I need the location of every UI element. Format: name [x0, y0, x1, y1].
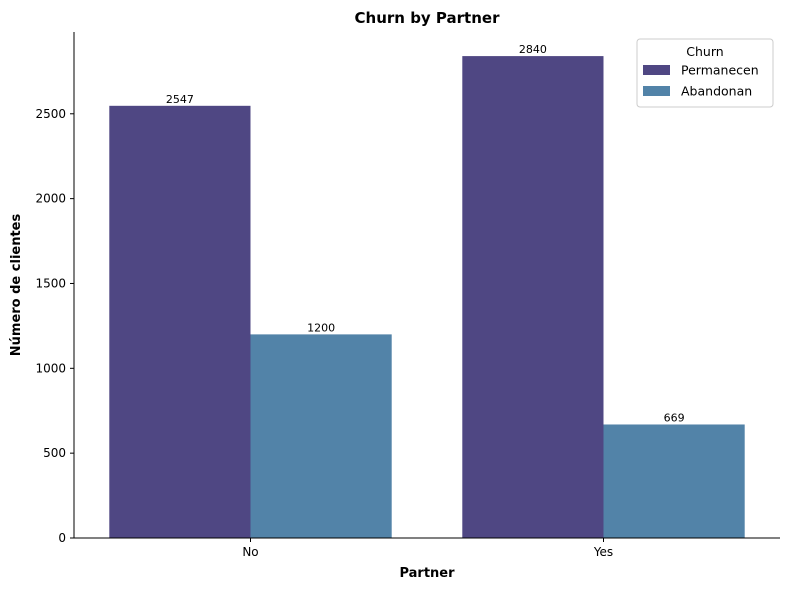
legend-items: Permanecen Abandonan — [643, 63, 759, 99]
legend-title: Churn — [686, 44, 723, 59]
x-ticks-group: No Yes — [242, 538, 613, 559]
y-tick-label: 0 — [58, 531, 66, 545]
legend-label-abandonan: Abandonan — [681, 84, 752, 99]
y-ticks-group: 0 500 1000 1500 2000 2500 — [35, 107, 74, 545]
legend-label-permanecen: Permanecen — [681, 63, 759, 78]
legend-box — [636, 38, 774, 108]
data-label-no-abandonan: 1200 — [307, 321, 335, 334]
y-axis-label: Número de clientes — [9, 214, 24, 357]
x-tick-label-yes: Yes — [593, 545, 613, 559]
bar-yes-abandonan — [603, 424, 745, 538]
data-label-yes-permanecen: 2840 — [519, 43, 547, 56]
x-axis-label: Partner — [399, 566, 455, 581]
y-tick-label: 1000 — [35, 361, 66, 375]
legend-swatch-abandonan — [643, 86, 670, 96]
data-label-yes-abandonan: 669 — [664, 411, 685, 424]
bar-no-abandonan — [250, 334, 392, 538]
y-tick-label: 1500 — [35, 276, 66, 290]
legend: Churn Permanecen Abandonan — [636, 38, 774, 108]
x-tick-label-no: No — [242, 545, 258, 559]
y-tick-label: 500 — [43, 446, 66, 460]
legend-swatch-permanecen — [643, 65, 670, 75]
bars-group — [109, 56, 745, 539]
bar-no-permanecen — [109, 105, 251, 539]
y-tick-label: 2500 — [35, 107, 66, 121]
y-tick-label: 2000 — [35, 192, 66, 206]
data-labels-group: 2547 1200 2840 669 — [166, 43, 685, 424]
chart-title: Churn by Partner — [355, 9, 501, 27]
data-label-no-permanecen: 2547 — [166, 93, 194, 106]
bar-yes-permanecen — [462, 56, 604, 538]
